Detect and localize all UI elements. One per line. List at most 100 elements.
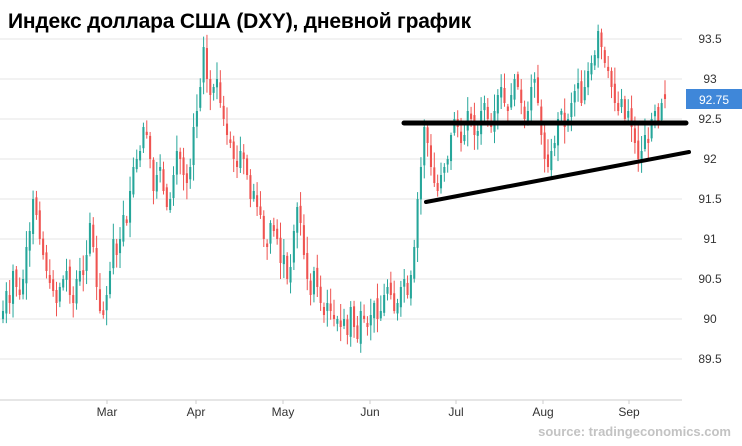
candle xyxy=(65,258,68,292)
candle-body-down xyxy=(242,152,245,159)
candle xyxy=(349,301,352,347)
y-tick-label: 92 xyxy=(703,152,717,166)
candle xyxy=(1,300,5,324)
candle xyxy=(556,112,560,162)
candle xyxy=(259,191,262,219)
candle xyxy=(276,219,279,245)
candle-body-down xyxy=(276,228,279,239)
candle-body-up xyxy=(369,315,372,326)
candle xyxy=(15,265,18,297)
candle-body-up xyxy=(550,151,553,171)
candle-body-down xyxy=(236,160,239,167)
candle-body-up xyxy=(199,87,202,108)
candle xyxy=(613,67,616,112)
x-tick-label: Mar xyxy=(97,405,118,419)
candle xyxy=(339,303,342,342)
candle xyxy=(302,214,305,260)
candle xyxy=(145,120,148,139)
source-label: source: tradingeconomics.com xyxy=(538,424,731,439)
current-value-badge-bg xyxy=(686,89,742,109)
candle-body-up xyxy=(289,267,292,283)
candle-body-down xyxy=(506,106,509,111)
candle-body-up xyxy=(553,143,556,149)
candle-body-up xyxy=(292,231,295,263)
candle-body-down xyxy=(543,132,546,159)
candle-body-up xyxy=(296,207,299,233)
candle-body-up xyxy=(169,199,172,211)
candle xyxy=(286,252,289,285)
candle-body-down xyxy=(72,295,75,303)
candle-body-up xyxy=(269,223,272,244)
candle-body-up xyxy=(312,271,315,295)
candle-body-down xyxy=(363,315,366,319)
candle xyxy=(256,182,259,216)
x-tick-label: May xyxy=(272,405,295,419)
candle-body-up xyxy=(58,287,61,302)
candle xyxy=(306,236,309,291)
candle xyxy=(122,200,125,247)
candle xyxy=(446,155,449,173)
candle xyxy=(637,125,640,172)
current-value-badge: 92.75 xyxy=(686,89,742,109)
candle xyxy=(266,239,269,260)
candle-body-up xyxy=(386,287,389,294)
candle-body-up xyxy=(443,167,446,173)
x-tick-label: Jun xyxy=(360,405,379,419)
candle-body-down xyxy=(633,128,636,143)
candle-body-down xyxy=(600,32,603,47)
candle-body-down xyxy=(332,314,336,319)
y-axis-labels: 89.5 90 90.5 91 91.5 92 92.5 93 93.5 xyxy=(698,32,722,366)
candle-body-down xyxy=(225,123,229,135)
candle-body-down xyxy=(429,145,432,167)
candle-body-down xyxy=(68,266,71,295)
candle xyxy=(112,223,115,275)
candle xyxy=(423,119,426,179)
candle-body-up xyxy=(556,119,560,146)
candle-body-down xyxy=(393,293,396,311)
candle-body-down xyxy=(613,83,616,103)
candle-body-down xyxy=(256,195,259,207)
candle xyxy=(28,222,31,267)
candle xyxy=(279,222,282,280)
candle-body-down xyxy=(657,106,660,123)
candle-body-up xyxy=(189,167,192,180)
candle xyxy=(189,158,192,189)
candle xyxy=(443,163,446,182)
candle-body-down xyxy=(617,102,620,111)
candle-body-up xyxy=(373,303,376,319)
candle xyxy=(316,254,319,297)
candle-body-down xyxy=(125,219,128,223)
chart-title: Индекс доллара США (DXY), дневной график xyxy=(8,10,471,33)
candle-body-up xyxy=(359,311,362,344)
candle-body-up xyxy=(85,255,88,271)
candle xyxy=(510,83,513,110)
candle xyxy=(95,235,98,301)
candle-body-down xyxy=(406,282,409,295)
y-tick-label: 91 xyxy=(703,232,717,246)
x-tick-label: Aug xyxy=(532,405,553,419)
candle-body-up xyxy=(453,119,456,133)
candle-body-up xyxy=(643,135,646,150)
candle-body-down xyxy=(389,282,392,295)
candle-body-down xyxy=(299,205,302,223)
candle-body-up xyxy=(530,87,533,111)
candle xyxy=(192,113,195,181)
candle-body-down xyxy=(48,275,51,283)
candle-body-up xyxy=(446,159,449,165)
candle xyxy=(500,74,503,110)
candle-body-down xyxy=(45,252,48,271)
candle xyxy=(179,147,182,175)
candle xyxy=(399,280,402,317)
candle-body-down xyxy=(546,154,550,167)
candle xyxy=(493,94,496,144)
candle xyxy=(610,67,613,99)
candle-body-up xyxy=(409,275,412,299)
candle xyxy=(449,132,453,170)
candle xyxy=(289,254,292,294)
x-tick-label: Sep xyxy=(618,405,640,419)
candle xyxy=(640,136,643,173)
candle-body-down xyxy=(266,243,269,247)
candle-body-up xyxy=(526,111,529,123)
candle-body-up xyxy=(653,111,657,117)
